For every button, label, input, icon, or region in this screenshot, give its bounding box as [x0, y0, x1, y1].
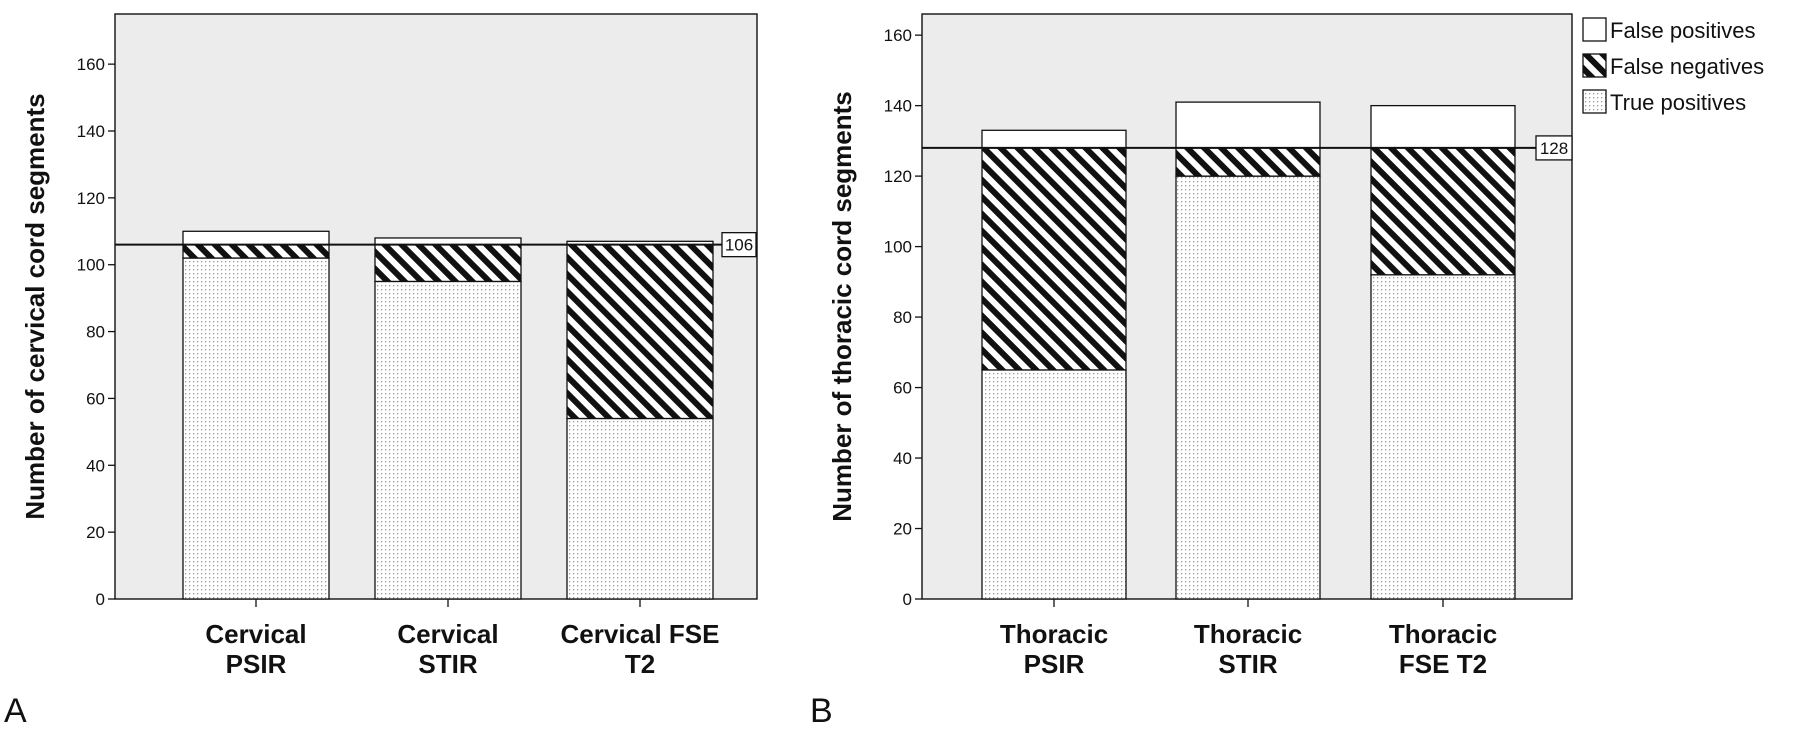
bar-false-positives — [1370, 104, 1516, 149]
y-tick-label: 80 — [86, 323, 105, 342]
y-tick-label: 120 — [77, 189, 105, 208]
y-axis-label: Number of thoracic cord segments — [827, 91, 857, 522]
y-tick-label: 100 — [884, 238, 912, 257]
x-category-label: Thoracic PSIR — [1000, 619, 1108, 679]
x-category-label-line: Thoracic — [1000, 619, 1108, 649]
y-tick-label: 40 — [86, 456, 105, 475]
y-tick-label: 60 — [893, 379, 912, 398]
y-tick-label: 60 — [86, 389, 105, 408]
legend-swatch-true-positives — [1582, 89, 1607, 114]
bar-true-positives — [1370, 274, 1516, 600]
x-category-label: Cervical FSE T2 — [561, 619, 720, 679]
bar-false-negatives — [1370, 147, 1516, 276]
bar-false-positives — [374, 237, 522, 246]
bar-false-negatives — [566, 244, 714, 420]
x-category-label-line: FSE T2 — [1399, 649, 1487, 679]
bar-false-negatives — [374, 244, 522, 283]
x-category-label-line: STIR — [418, 649, 477, 679]
y-tick-label: 140 — [77, 122, 105, 141]
bar-true-positives — [1175, 175, 1321, 600]
x-category-label-line: Thoracic — [1389, 619, 1497, 649]
bar-false-negatives — [1175, 147, 1321, 177]
x-category-label: Cervical STIR — [397, 619, 498, 679]
x-category-label-line: Cervical FSE — [561, 619, 720, 649]
y-axis-label: Number of cervical cord segments — [20, 93, 50, 519]
legend-label-false-negatives: False negatives — [1610, 54, 1764, 79]
legend-swatch-false-negatives — [1582, 53, 1607, 78]
bar-false-negatives — [981, 147, 1127, 371]
y-tick-label: 120 — [884, 167, 912, 186]
y-tick-label: 20 — [86, 523, 105, 542]
bar-false-positives — [981, 129, 1127, 149]
y-tick-label: 100 — [77, 256, 105, 275]
x-category-label: Thoracic STIR — [1194, 619, 1302, 679]
bar-true-positives — [981, 369, 1127, 600]
x-category-label-line: STIR — [1218, 649, 1277, 679]
panel-label-a: A — [4, 692, 27, 730]
y-tick-label: 140 — [884, 97, 912, 116]
x-category-label: Thoracic FSE T2 — [1389, 619, 1497, 679]
y-tick-label: 80 — [893, 308, 912, 327]
y-tick-label: 160 — [884, 26, 912, 45]
bar-false-positives — [1175, 101, 1321, 149]
y-tick-label: 0 — [96, 590, 105, 609]
y-tick-label: 0 — [903, 590, 912, 609]
legend-label-false-positives: False positives — [1610, 18, 1756, 43]
y-tick-label: 20 — [893, 520, 912, 539]
x-category-label-line: T2 — [625, 649, 655, 679]
bar-true-positives — [566, 417, 714, 600]
reference-line-label-box — [1535, 135, 1573, 161]
legend-label-true-positives: True positives — [1610, 90, 1746, 115]
reference-line-label: 106 — [725, 236, 753, 255]
legend-swatch-false-positives — [1582, 17, 1607, 42]
bar-true-positives — [182, 257, 330, 600]
x-category-label-line: Cervical — [205, 619, 306, 649]
bar-false-negatives — [182, 244, 330, 259]
panel-label-b: B — [810, 692, 833, 730]
legend: False positives False negatives True pos… — [1582, 17, 1764, 115]
x-category-label-line: PSIR — [1024, 649, 1085, 679]
bar-false-positives — [182, 230, 330, 246]
reference-line-label: 128 — [1540, 139, 1568, 158]
x-category-label-line: PSIR — [226, 649, 287, 679]
x-category-label-line: Cervical — [397, 619, 498, 649]
reference-line-label-box — [721, 232, 757, 258]
x-category-label: Cervical PSIR — [205, 619, 306, 679]
y-tick-label: 160 — [77, 55, 105, 74]
bar-true-positives — [374, 280, 522, 600]
x-category-label-line: Thoracic — [1194, 619, 1302, 649]
y-tick-label: 40 — [893, 449, 912, 468]
